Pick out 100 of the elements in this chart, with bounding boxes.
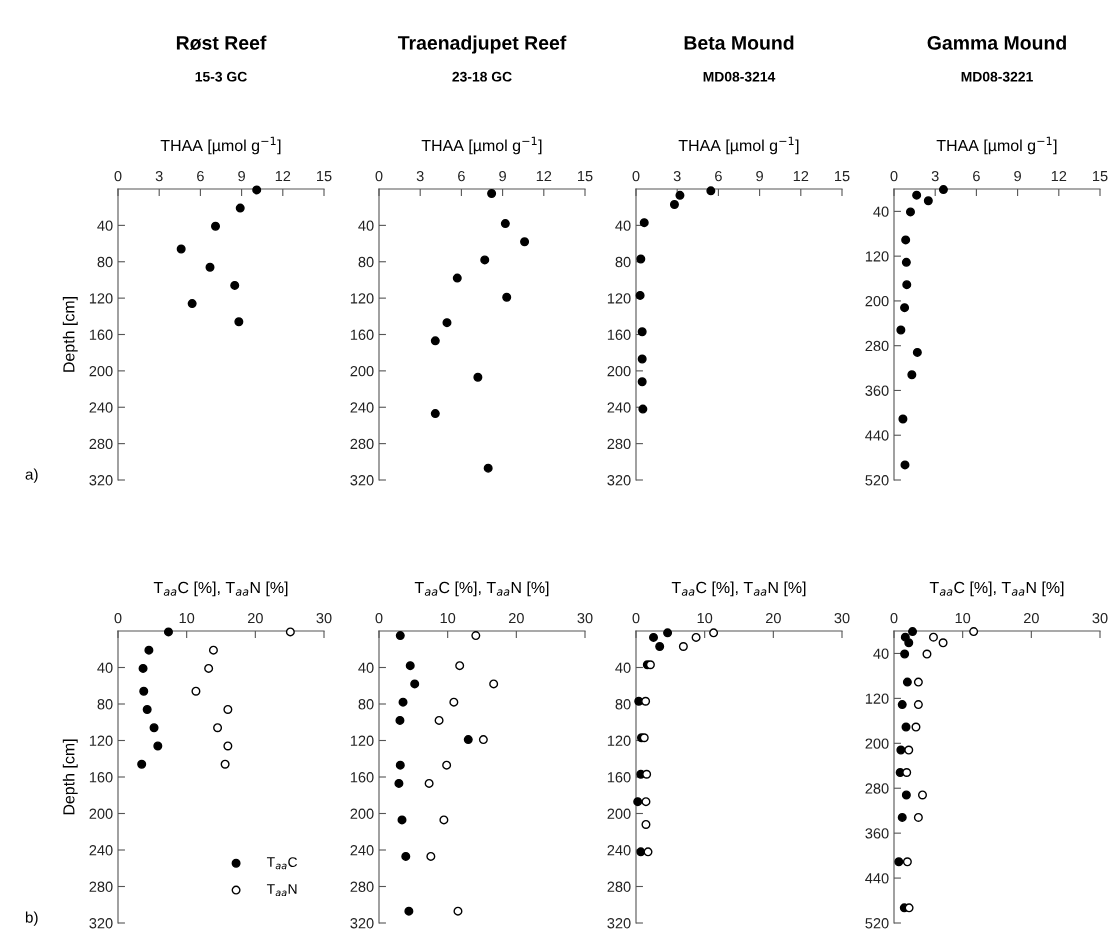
y-tick-label: 320 bbox=[607, 918, 631, 929]
x-axis-title: T$_{aa}$C [%], T$_{aa}$N [%] bbox=[153, 581, 288, 597]
x-tick-label: 12 bbox=[536, 170, 552, 182]
x-axis-title: THAA [µmol g$^{−1}$] bbox=[160, 136, 281, 155]
x-tick-label: 20 bbox=[247, 612, 263, 624]
x-tick-label: 10 bbox=[697, 612, 713, 624]
y-tick-label: 120 bbox=[350, 293, 374, 304]
y-tick-label: 200 bbox=[350, 808, 374, 819]
y-tick-label: 320 bbox=[350, 918, 374, 929]
y-tick-label: 80 bbox=[358, 699, 374, 710]
chart-subtitle: 15-3 GC bbox=[195, 71, 247, 82]
y-tick-label: 40 bbox=[873, 206, 889, 217]
x-tick-label: 0 bbox=[890, 612, 898, 624]
x-tick-label: 0 bbox=[632, 170, 640, 182]
y-tick-label: 280 bbox=[607, 881, 631, 892]
y-tick-label: 160 bbox=[89, 329, 113, 340]
x-tick-label: 15 bbox=[578, 171, 593, 182]
x-axis-title: T$_{aa}$C [%], T$_{aa}$N [%] bbox=[929, 581, 1064, 597]
y-tick-label: 200 bbox=[607, 365, 631, 377]
y-tick-label: 40 bbox=[615, 220, 631, 231]
x-tick-label: 6 bbox=[715, 170, 722, 182]
y-tick-label: 440 bbox=[865, 430, 889, 441]
x-tick-label: 10 bbox=[179, 612, 195, 624]
y-tick-label: 520 bbox=[865, 918, 889, 929]
y-tick-label: 120 bbox=[607, 293, 631, 304]
x-tick-label: 20 bbox=[508, 612, 524, 624]
y-tick-label: 80 bbox=[358, 256, 374, 268]
x-tick-label: 6 bbox=[973, 170, 980, 182]
y-tick-label: 360 bbox=[865, 828, 889, 839]
x-tick-label: 12 bbox=[275, 170, 291, 182]
x-tick-label: 3 bbox=[931, 170, 939, 182]
y-tick-label: 120 bbox=[350, 735, 374, 746]
x-tick-label: 0 bbox=[890, 170, 898, 182]
x-tick-label: 0 bbox=[375, 612, 383, 624]
y-tick-label: 240 bbox=[350, 402, 374, 413]
y-tick-label: 40 bbox=[97, 220, 113, 231]
y-tick-label: 240 bbox=[89, 402, 113, 413]
y-tick-label: 520 bbox=[865, 475, 889, 486]
y-tick-label: 240 bbox=[350, 845, 374, 856]
y-tick-label: 320 bbox=[607, 475, 631, 486]
x-tick-label: 0 bbox=[632, 612, 640, 624]
x-tick-label: 6 bbox=[458, 170, 465, 182]
x-tick-label: 0 bbox=[375, 170, 383, 182]
x-tick-label: 20 bbox=[765, 612, 781, 624]
chart-subtitle: MD08-3221 bbox=[961, 71, 1033, 82]
y-tick-label: 160 bbox=[350, 329, 374, 340]
x-axis-title: T$_{aa}$C [%], T$_{aa}$N [%] bbox=[671, 581, 806, 597]
text: b) bbox=[25, 911, 38, 926]
x-tick-label: 30 bbox=[316, 612, 332, 624]
y-tick-label: 40 bbox=[358, 220, 374, 231]
y-tick-label: 360 bbox=[865, 385, 889, 396]
x-axis-title: THAA [µmol g$^{−1}$] bbox=[678, 136, 799, 155]
chart-title: Gamma Mound bbox=[927, 35, 1066, 50]
x-tick-label: 30 bbox=[834, 612, 850, 624]
y-tick-label: 320 bbox=[350, 475, 374, 486]
chart-title: Beta Mound bbox=[684, 35, 794, 50]
x-tick-label: 10 bbox=[955, 612, 971, 624]
y-tick-label: 280 bbox=[350, 438, 374, 450]
y-tick-label: 320 bbox=[89, 475, 113, 486]
y-tick-label: 280 bbox=[865, 340, 889, 352]
legend-label: T$_{aa}$N bbox=[266, 884, 297, 897]
y-tick-label: 40 bbox=[873, 648, 889, 659]
x-tick-label: 15 bbox=[835, 171, 850, 182]
y-tick-label: 240 bbox=[607, 402, 631, 413]
x-tick-label: 15 bbox=[1093, 171, 1108, 182]
y-tick-label: 80 bbox=[615, 256, 631, 268]
x-tick-label: 20 bbox=[1023, 612, 1039, 624]
text: a) bbox=[25, 468, 38, 483]
legend-label: T$_{aa}$C bbox=[266, 857, 298, 870]
x-tick-label: 9 bbox=[499, 170, 506, 182]
y-axis-title: Depth [cm] bbox=[62, 297, 78, 372]
y-tick-label: 280 bbox=[350, 881, 374, 892]
y-tick-label: 200 bbox=[350, 365, 374, 377]
x-axis-title: THAA [µmol g$^{−1}$] bbox=[421, 136, 542, 155]
y-tick-label: 280 bbox=[865, 783, 889, 794]
x-tick-label: 6 bbox=[197, 170, 204, 182]
y-tick-label: 280 bbox=[607, 438, 631, 450]
x-tick-label: 30 bbox=[1092, 612, 1108, 624]
y-tick-label: 240 bbox=[89, 845, 113, 856]
y-tick-label: 120 bbox=[607, 735, 631, 746]
y-tick-label: 240 bbox=[607, 845, 631, 856]
x-tick-label: 15 bbox=[317, 171, 332, 182]
chart-subtitle: MD08-3214 bbox=[703, 71, 776, 82]
y-tick-label: 440 bbox=[865, 873, 889, 884]
y-axis-title: Depth [cm] bbox=[62, 739, 78, 815]
y-tick-label: 40 bbox=[615, 662, 631, 673]
chart-subtitle: 23-18 GC bbox=[452, 71, 512, 82]
y-tick-label: 80 bbox=[615, 699, 631, 710]
y-tick-label: 160 bbox=[350, 772, 374, 783]
y-tick-label: 280 bbox=[89, 438, 113, 450]
y-tick-label: 200 bbox=[89, 365, 113, 377]
y-tick-label: 200 bbox=[607, 808, 631, 819]
chart-title: Traenadjupet Reef bbox=[397, 35, 567, 54]
y-tick-label: 160 bbox=[89, 772, 113, 783]
chart-title: Røst Reef bbox=[176, 35, 267, 51]
y-tick-label: 280 bbox=[89, 881, 113, 892]
x-tick-label: 12 bbox=[793, 170, 809, 182]
y-tick-label: 80 bbox=[97, 699, 113, 710]
y-tick-label: 200 bbox=[89, 808, 113, 819]
x-tick-label: 9 bbox=[238, 170, 245, 182]
